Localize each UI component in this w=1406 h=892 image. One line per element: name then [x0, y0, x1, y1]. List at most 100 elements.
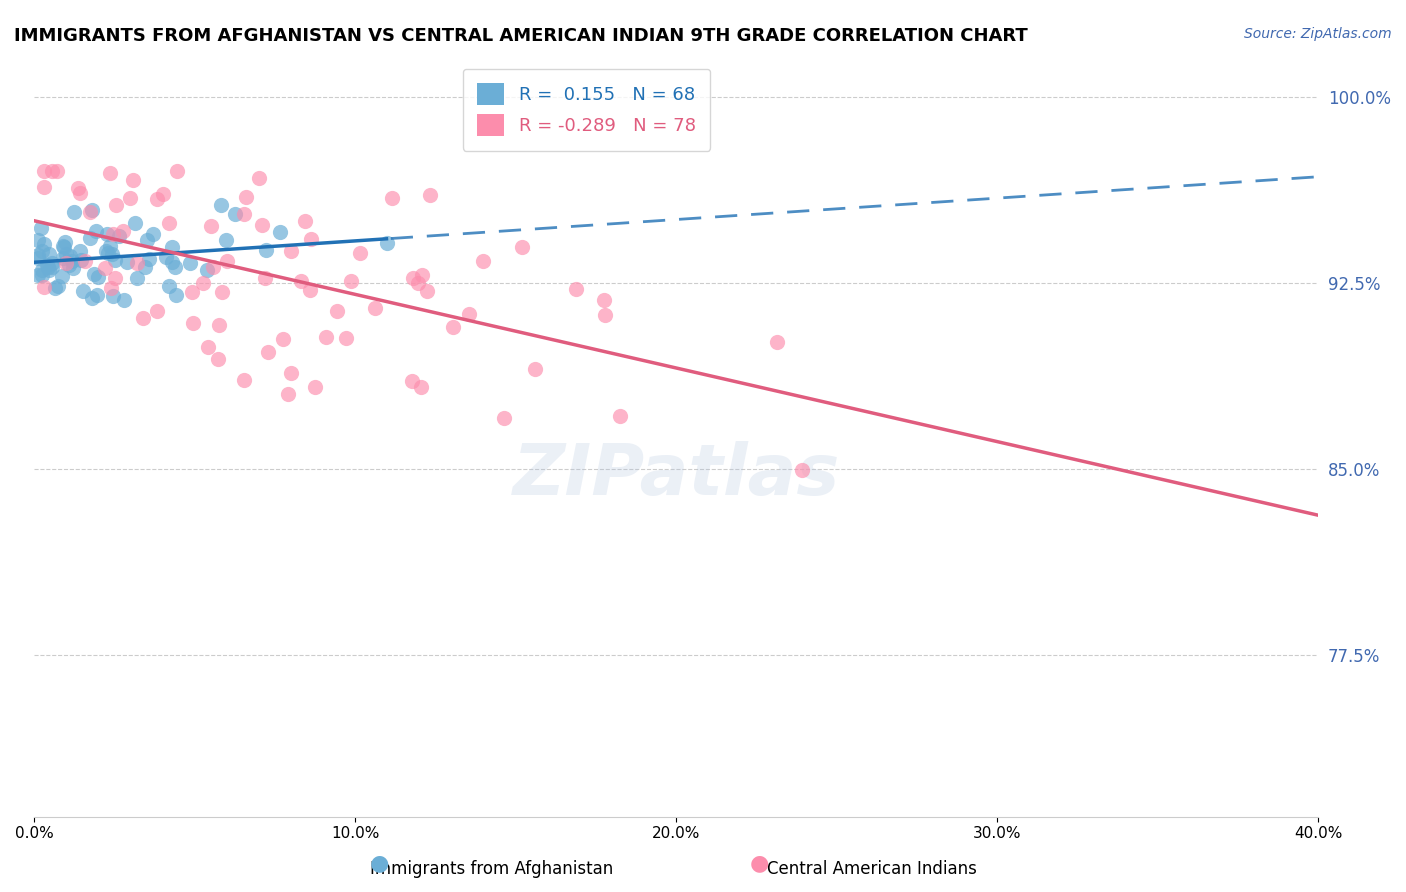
Point — [125, 271, 148, 285]
Point — [162, 255, 184, 269]
Point — [59, 249, 82, 263]
Point — [197, 341, 219, 355]
Point — [31, 268, 53, 283]
Point — [441, 320, 464, 334]
Point — [93, 261, 115, 276]
Point — [60, 253, 83, 268]
Point — [200, 219, 222, 233]
Text: ZIPatlas: ZIPatlas — [513, 442, 839, 510]
Point — [157, 216, 180, 230]
Point — [84, 224, 107, 238]
Point — [118, 191, 141, 205]
Point — [53, 235, 76, 249]
Point — [41, 256, 63, 270]
Text: IMMIGRANTS FROM AFGHANISTAN VS CENTRAL AMERICAN INDIAN 9TH GRADE CORRELATION CHA: IMMIGRANTS FROM AFGHANISTAN VS CENTRAL A… — [14, 27, 1028, 45]
Point — [101, 227, 124, 242]
Point — [257, 344, 280, 359]
Point — [381, 191, 404, 205]
Point — [63, 204, 86, 219]
Point — [31, 244, 53, 259]
Point — [87, 269, 110, 284]
Point — [165, 287, 187, 301]
Point — [86, 288, 108, 302]
Point — [98, 166, 121, 180]
Point — [179, 256, 201, 270]
Point — [181, 316, 204, 330]
Point — [494, 411, 516, 425]
Point — [510, 240, 533, 254]
Point — [27, 268, 49, 282]
Point — [96, 227, 118, 241]
Point — [232, 373, 254, 387]
Point — [82, 292, 104, 306]
Point — [107, 228, 129, 243]
Point — [100, 281, 122, 295]
Point — [100, 239, 122, 253]
Point — [46, 164, 69, 178]
Point — [38, 262, 60, 277]
Point — [51, 268, 73, 283]
Point — [46, 279, 69, 293]
Point — [136, 233, 159, 247]
Point — [163, 260, 186, 275]
Point — [208, 318, 231, 333]
Point — [166, 164, 188, 178]
Point — [298, 283, 321, 297]
Point — [69, 186, 91, 200]
Text: Source: ZipAtlas.com: Source: ZipAtlas.com — [1244, 27, 1392, 41]
Point — [52, 251, 75, 265]
Point — [32, 237, 55, 252]
Point — [315, 330, 337, 344]
Point — [83, 267, 105, 281]
Point — [195, 263, 218, 277]
Text: Immigrants from Afghanistan: Immigrants from Afghanistan — [370, 860, 614, 878]
Point — [105, 198, 128, 212]
Legend: R =  0.155   N = 68, R = -0.289   N = 78: R = 0.155 N = 68, R = -0.289 N = 78 — [463, 69, 710, 151]
Point — [304, 380, 326, 394]
Point — [349, 246, 371, 260]
Point — [215, 254, 238, 268]
Point — [55, 247, 77, 261]
Point — [115, 255, 138, 269]
Point — [44, 281, 66, 295]
Point — [41, 260, 63, 275]
Point — [32, 280, 55, 294]
Point — [224, 207, 246, 221]
Point — [253, 271, 276, 285]
Point — [79, 231, 101, 245]
Point — [145, 304, 167, 318]
Text: Central American Indians: Central American Indians — [766, 860, 977, 878]
Point — [31, 263, 53, 277]
Point — [269, 226, 291, 240]
Point — [52, 239, 75, 253]
Point — [280, 244, 302, 259]
Point — [232, 207, 254, 221]
Point — [609, 409, 631, 423]
Point — [70, 253, 93, 268]
Point — [146, 192, 169, 206]
Point — [32, 180, 55, 194]
Point — [211, 198, 233, 212]
Point — [457, 307, 479, 321]
Point — [335, 331, 357, 345]
Point — [103, 289, 125, 303]
Point — [472, 253, 495, 268]
Point — [104, 252, 127, 267]
Point — [79, 205, 101, 219]
Point — [41, 164, 63, 178]
Point — [27, 234, 49, 248]
Point — [250, 218, 273, 232]
Point — [67, 180, 90, 194]
Point — [339, 274, 361, 288]
Point — [215, 233, 238, 247]
Point — [191, 276, 214, 290]
Point — [299, 232, 322, 246]
Point — [97, 246, 120, 260]
Point — [181, 285, 204, 299]
Point — [72, 285, 94, 299]
Point — [409, 380, 432, 394]
Point — [38, 247, 60, 261]
Point — [401, 374, 423, 388]
Point — [142, 227, 165, 242]
Point — [415, 285, 437, 299]
